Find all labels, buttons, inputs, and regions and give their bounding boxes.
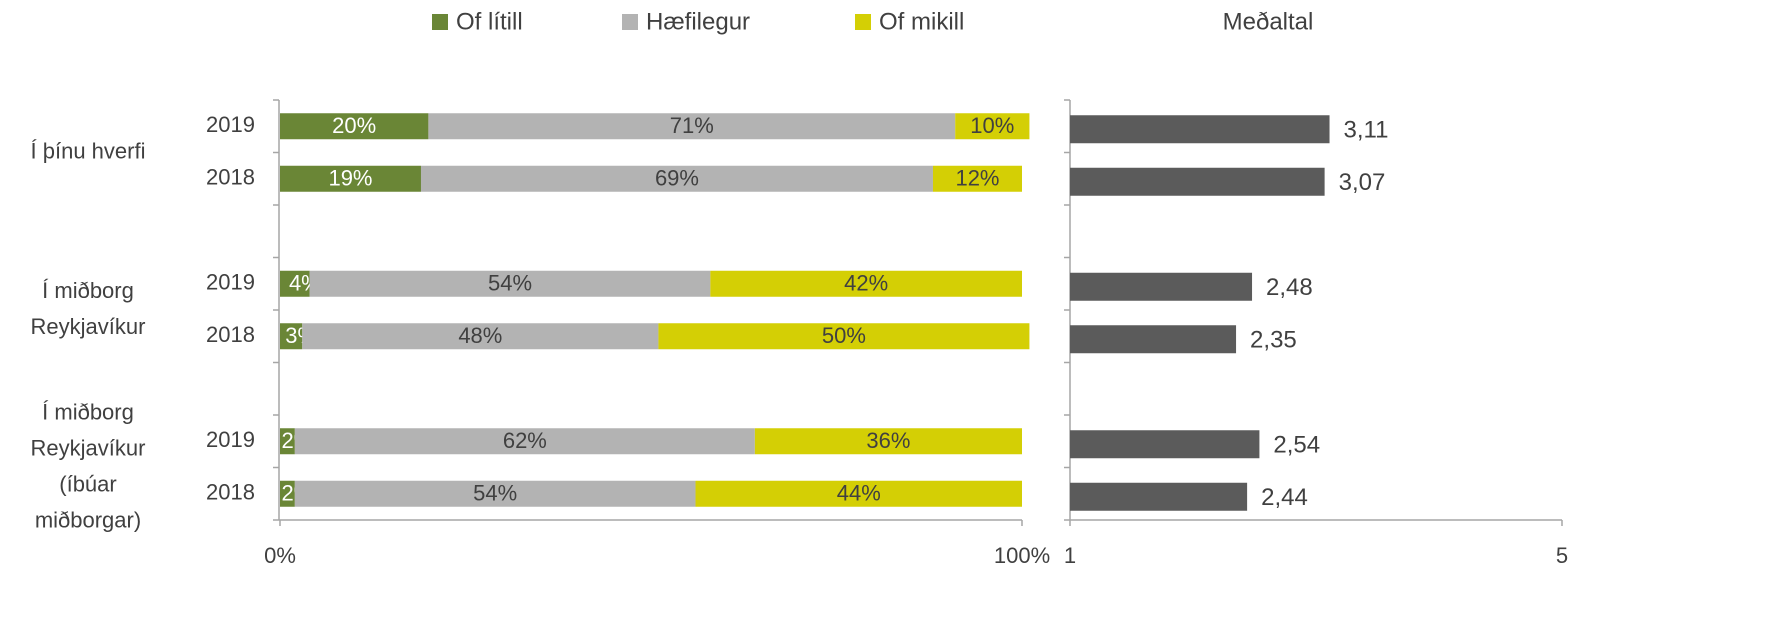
bar-segment: [294, 480, 696, 507]
value-label: 69%: [655, 166, 699, 191]
legend-label: Hæfilegur: [646, 8, 750, 35]
row-label: 2018: [206, 165, 255, 190]
x-tick-label: 5: [1556, 543, 1568, 568]
value-label: 2,48: [1266, 274, 1313, 301]
legend-label: Of lítill: [456, 8, 523, 35]
bar-segment: [280, 428, 295, 455]
group-label: Í þínu hverfi: [31, 138, 146, 163]
group-label: (íbúar: [59, 471, 116, 496]
row-label: 2019: [206, 427, 255, 452]
group-label: Reykjavíkur: [31, 314, 146, 339]
bar-segment: [302, 323, 659, 350]
row-label: 2019: [206, 112, 255, 137]
value-label: 48%: [458, 323, 502, 348]
group-label: Reykjavíkur: [31, 435, 146, 460]
bar-segment: [280, 270, 310, 297]
value-label: 10%: [970, 113, 1014, 138]
value-label: 62%: [503, 428, 547, 453]
value-label: 42%: [844, 271, 888, 296]
bar-segment: [309, 270, 711, 297]
legend-swatch: [855, 14, 871, 30]
group-label: Í miðborg: [42, 278, 134, 303]
x-tick-label: 0%: [264, 543, 296, 568]
row-label: 2019: [206, 270, 255, 295]
value-label: 2,35: [1250, 327, 1297, 354]
bar-segment: [754, 428, 1022, 455]
row-label: 2018: [206, 480, 255, 505]
legend-label: Of mikill: [879, 8, 964, 35]
bar: [1070, 115, 1330, 144]
bar-segment: [280, 165, 421, 192]
value-label: 2,54: [1273, 432, 1320, 459]
value-label: 50%: [822, 323, 866, 348]
value-label: 20%: [332, 113, 376, 138]
bar: [1070, 167, 1325, 196]
group-label: miðborgar): [35, 507, 141, 532]
value-label: 3,07: [1339, 169, 1386, 196]
value-label: 71%: [670, 113, 714, 138]
bar-segment: [280, 113, 429, 140]
bar: [1070, 430, 1260, 459]
value-label: 54%: [473, 481, 517, 506]
bar-segment: [280, 480, 295, 507]
bar: [1070, 272, 1253, 301]
group-label: Í miðborg: [42, 399, 134, 424]
value-label: 19%: [328, 166, 372, 191]
bar-segment: [710, 270, 1022, 297]
bar-segment: [280, 323, 303, 350]
bar-segment: [695, 480, 1022, 507]
legend-swatch: [622, 14, 638, 30]
bar-segment: [420, 165, 933, 192]
bar: [1070, 482, 1248, 511]
bar-segment: [955, 113, 1030, 140]
bar-segment: [658, 323, 1030, 350]
x-tick-label: 1: [1064, 543, 1076, 568]
value-label: 2,44: [1261, 484, 1308, 511]
value-label: 36%: [866, 428, 910, 453]
bar-segment: [428, 113, 956, 140]
bar: [1070, 325, 1237, 354]
bar-segment: [932, 165, 1022, 192]
x-tick-label: 100%: [994, 543, 1050, 568]
bar-segment: [294, 428, 755, 455]
value-label: 12%: [955, 166, 999, 191]
value-label: 3,11: [1344, 117, 1389, 144]
legend-swatch: [432, 14, 448, 30]
row-label: 2018: [206, 322, 255, 347]
value-label: 44%: [837, 481, 881, 506]
chart-title: Meðaltal: [1223, 8, 1314, 35]
value-label: 54%: [488, 271, 532, 296]
